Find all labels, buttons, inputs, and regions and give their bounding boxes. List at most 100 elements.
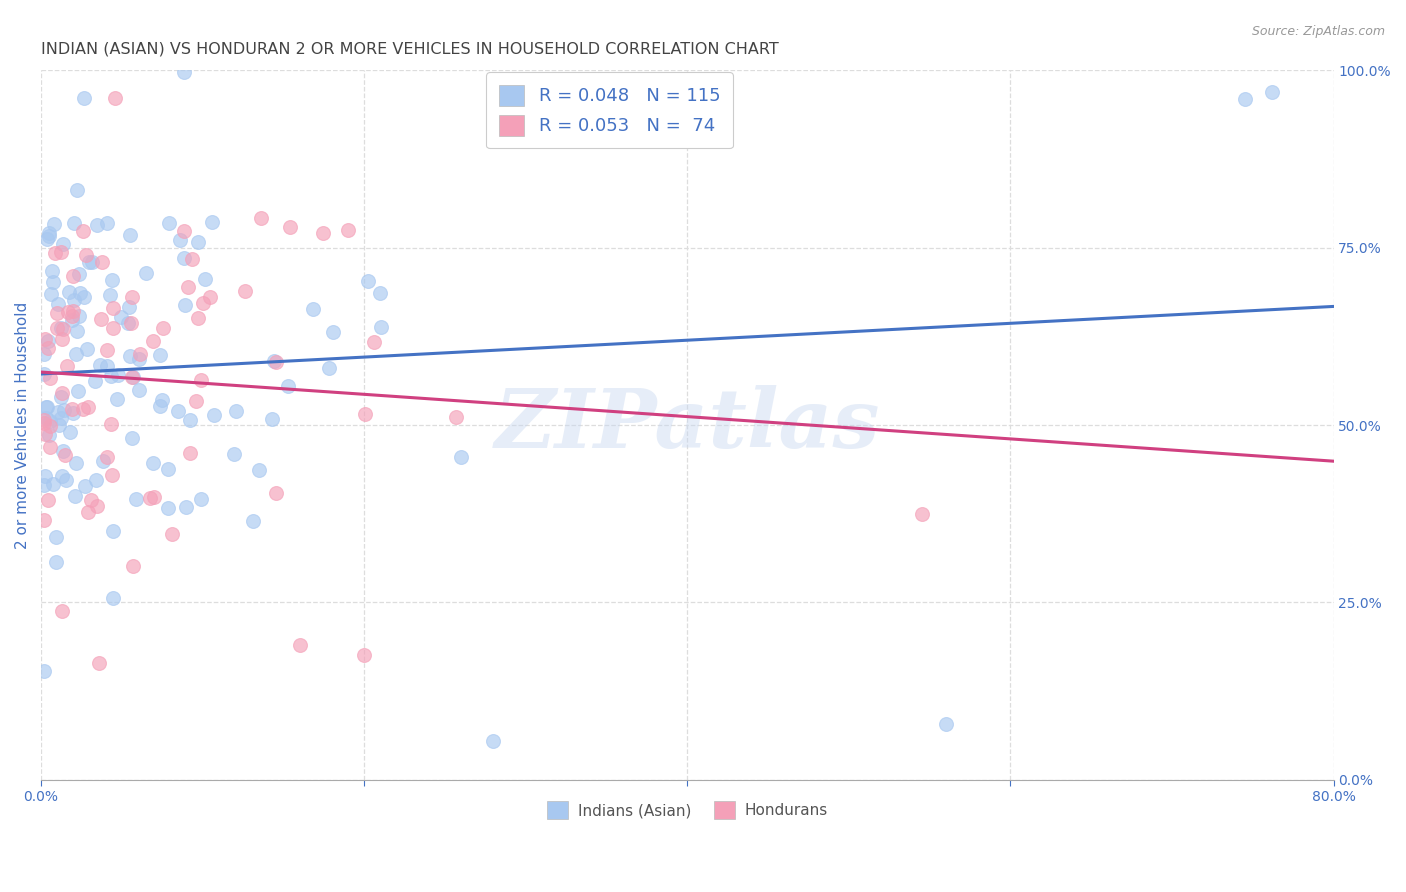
Point <box>169 233 191 247</box>
Point <box>42 217 65 231</box>
Point <box>121 290 143 304</box>
Point <box>69 285 91 300</box>
Point <box>180 252 202 266</box>
Point <box>1261 85 1284 99</box>
Point <box>201 215 224 229</box>
Point <box>160 527 183 541</box>
Point <box>142 456 165 470</box>
Point <box>100 368 122 383</box>
Point <box>249 211 271 225</box>
Point <box>142 490 165 504</box>
Point <box>51 468 73 483</box>
Point <box>34 427 56 442</box>
Point <box>368 286 391 301</box>
Point <box>35 401 58 415</box>
Point <box>138 491 160 505</box>
Point <box>166 404 188 418</box>
Point <box>105 392 128 406</box>
Point <box>34 413 56 427</box>
Point <box>37 341 59 355</box>
Point <box>90 312 112 326</box>
Point <box>34 347 56 361</box>
Point <box>42 476 65 491</box>
Point <box>34 416 56 430</box>
Point <box>120 228 142 243</box>
Point <box>96 343 118 357</box>
Point <box>191 296 214 310</box>
Point <box>190 491 212 506</box>
Point <box>122 558 145 573</box>
Point <box>353 648 375 663</box>
Point <box>39 418 62 433</box>
Point <box>121 370 143 384</box>
Point <box>190 373 212 387</box>
Point <box>101 273 124 287</box>
Point <box>56 359 79 373</box>
Point <box>186 310 208 325</box>
Point <box>249 463 271 477</box>
Point <box>86 218 108 232</box>
Point <box>35 400 58 414</box>
Point <box>51 332 73 346</box>
Point <box>312 226 335 240</box>
Point <box>62 304 84 318</box>
Point <box>72 224 94 238</box>
Point <box>46 306 69 320</box>
Point <box>242 514 264 528</box>
Point <box>100 417 122 432</box>
Point <box>77 400 100 414</box>
Point <box>73 289 96 303</box>
Point <box>157 216 180 230</box>
Point <box>117 316 139 330</box>
Point <box>104 91 127 105</box>
Point <box>44 246 66 260</box>
Point <box>58 304 80 318</box>
Point <box>101 524 124 538</box>
Point <box>173 298 195 312</box>
Point <box>121 370 143 384</box>
Point <box>87 657 110 671</box>
Point <box>75 479 97 493</box>
Point <box>37 493 59 508</box>
Point <box>150 393 173 408</box>
Point <box>41 264 63 278</box>
Point <box>63 293 86 307</box>
Point <box>318 360 340 375</box>
Point <box>84 374 107 388</box>
Point <box>129 347 152 361</box>
Point <box>53 448 76 462</box>
Point <box>38 440 60 454</box>
Point <box>60 402 83 417</box>
Point <box>354 407 377 421</box>
Point <box>42 275 65 289</box>
Point <box>96 359 118 373</box>
Point <box>34 333 56 347</box>
Point <box>120 316 142 330</box>
Y-axis label: 2 or more Vehicles in Household: 2 or more Vehicles in Household <box>15 301 30 549</box>
Point <box>260 412 283 426</box>
Point <box>51 604 73 618</box>
Point <box>177 279 200 293</box>
Point <box>225 404 247 418</box>
Point <box>156 500 179 515</box>
Point <box>52 322 75 336</box>
Point <box>72 402 94 417</box>
Point <box>118 300 141 314</box>
Point <box>152 321 174 335</box>
Point <box>96 450 118 464</box>
Point <box>66 384 89 399</box>
Point <box>39 371 62 385</box>
Point <box>288 638 311 652</box>
Point <box>63 216 86 230</box>
Point <box>59 425 82 439</box>
Point <box>98 287 121 301</box>
Point <box>444 409 467 424</box>
Point <box>37 232 59 246</box>
Point <box>128 351 150 366</box>
Point <box>450 450 472 464</box>
Point <box>173 65 195 79</box>
Point <box>38 428 60 442</box>
Point <box>118 349 141 363</box>
Point <box>101 321 124 335</box>
Point <box>77 255 100 269</box>
